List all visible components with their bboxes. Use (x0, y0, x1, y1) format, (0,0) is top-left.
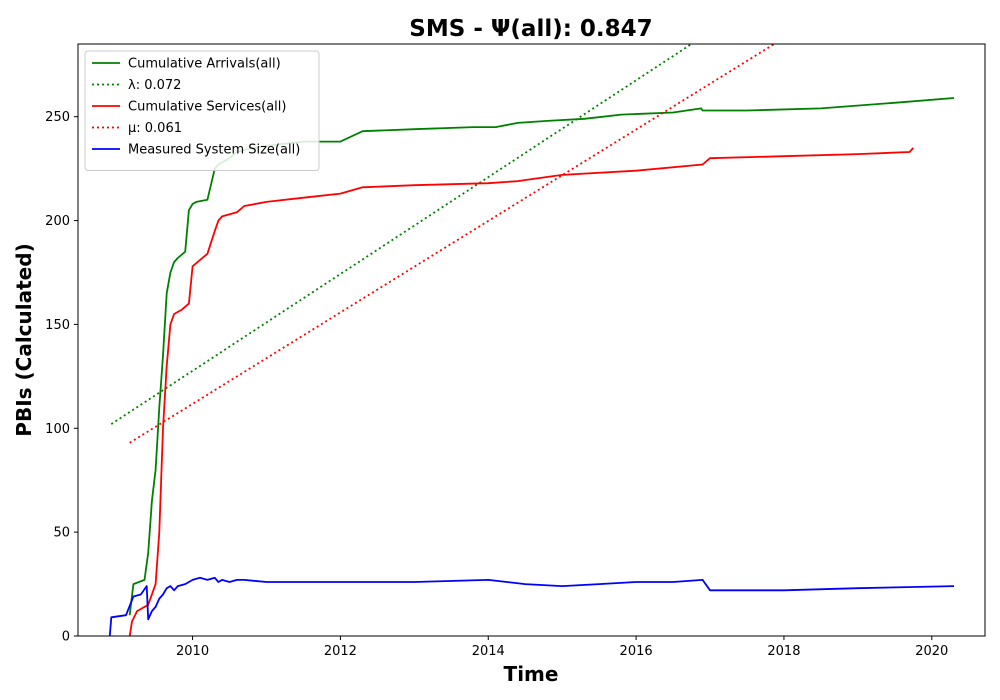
x-tick-label: 2014 (472, 644, 505, 659)
series-line-3 (129, 44, 775, 444)
x-tick-label: 2010 (176, 644, 209, 659)
x-tick-label: 2020 (915, 644, 948, 659)
series-line-0 (128, 97, 955, 616)
y-axis: 0 50 100 150 200 250 (45, 110, 78, 645)
x-axis-label: Time (504, 662, 559, 686)
series-line-1 (110, 44, 692, 425)
y-tick-label: 200 (45, 214, 70, 229)
x-axis: 2010 2012 2014 2016 2018 2020 (176, 636, 948, 659)
x-tick-label: 2012 (324, 644, 357, 659)
x-tick-label: 2016 (620, 644, 653, 659)
legend-label-2: Cumulative Services(all) (128, 100, 286, 115)
legend: Cumulative Arrivals(all) λ: 0.072 Cumulati… (84, 50, 320, 171)
y-tick-label: 0 (62, 630, 70, 645)
chart-title: SMS - Ψ(all): 0.847 (409, 16, 652, 42)
legend-label-3: μ: 0.061 (128, 121, 182, 136)
y-tick-label: 250 (45, 110, 70, 125)
legend-label-4: Measured System Size(all) (128, 143, 300, 158)
y-tick-label: 100 (45, 422, 70, 437)
series-line-4 (108, 576, 955, 636)
y-axis-label: PBIs (Calculated) (12, 243, 36, 436)
y-tick-label: 50 (53, 526, 70, 541)
y-tick-label: 150 (45, 318, 70, 333)
plot-area-frame (77, 43, 986, 637)
legend-label-1: λ: 0.072 (128, 78, 181, 93)
legend-label-0: Cumulative Arrivals(all) (128, 57, 281, 72)
legend-box (84, 50, 320, 171)
x-tick-label: 2018 (767, 644, 800, 659)
series-line-2 (128, 147, 914, 636)
